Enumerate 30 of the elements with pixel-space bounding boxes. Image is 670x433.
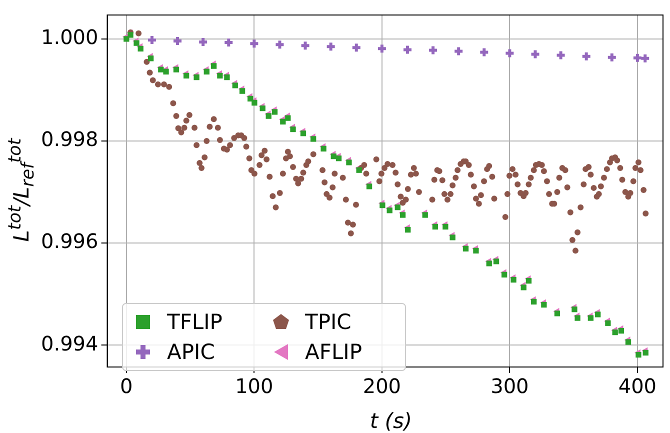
x-tick-label: 400 xyxy=(618,374,657,398)
point xyxy=(428,44,439,56)
legend-label: APIC xyxy=(167,340,216,364)
y-tick-label: 0.996 xyxy=(40,229,98,254)
x-tick-label: 300 xyxy=(490,374,529,398)
point xyxy=(453,46,464,57)
point xyxy=(274,39,286,50)
point xyxy=(504,48,516,59)
point xyxy=(248,38,260,50)
y-tick-label: 0.994 xyxy=(40,331,98,356)
legend-label: TFLIP xyxy=(167,310,224,334)
x-axis-title: t (s) xyxy=(370,409,412,433)
point xyxy=(376,43,388,54)
y-tick-label: 1.000 xyxy=(40,25,98,50)
point xyxy=(606,52,618,63)
x-tick-label: 200 xyxy=(362,374,402,398)
point xyxy=(632,52,643,64)
point xyxy=(640,52,651,64)
point xyxy=(530,48,541,60)
x-tick-label: 100 xyxy=(235,374,274,398)
point xyxy=(325,41,336,52)
point xyxy=(555,50,566,61)
point xyxy=(300,40,311,52)
point xyxy=(478,46,490,58)
legend-label: TPIC xyxy=(305,310,352,334)
point xyxy=(580,50,592,62)
y-tick-label: 0.998 xyxy=(40,127,98,152)
legend-label: AFLIP xyxy=(305,340,364,364)
x-tick-label: 0 xyxy=(120,374,133,398)
point xyxy=(350,42,362,54)
